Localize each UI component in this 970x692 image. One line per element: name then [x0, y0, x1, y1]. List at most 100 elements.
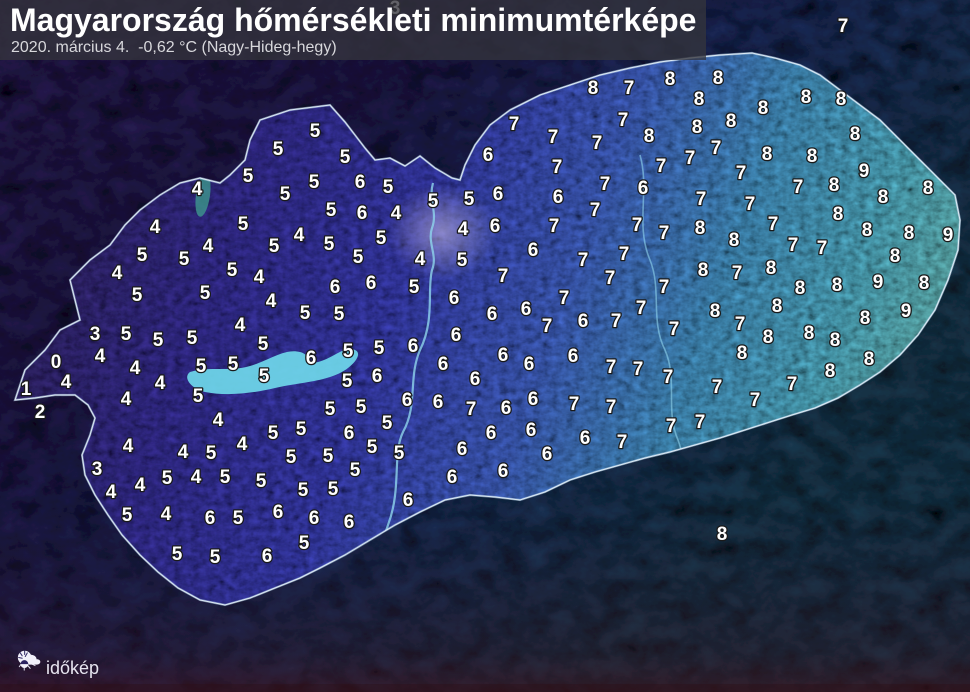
svg-text:5: 5 [196, 356, 207, 377]
svg-text:6: 6 [447, 467, 458, 488]
svg-text:7: 7 [542, 316, 553, 337]
svg-text:5: 5 [374, 338, 385, 359]
svg-text:5: 5 [227, 260, 238, 281]
svg-text:6: 6 [483, 145, 494, 166]
svg-text:7: 7 [636, 298, 647, 319]
svg-text:5: 5 [343, 341, 354, 362]
svg-text:5: 5 [383, 177, 394, 198]
svg-text:7: 7 [605, 268, 616, 289]
svg-text:6: 6 [486, 423, 497, 444]
svg-text:7: 7 [711, 138, 722, 159]
svg-text:8: 8 [766, 258, 777, 279]
svg-text:8: 8 [850, 124, 861, 145]
svg-text:4: 4 [458, 219, 469, 240]
svg-text:5: 5 [210, 547, 221, 568]
svg-text:6: 6 [553, 187, 564, 208]
svg-text:5: 5 [286, 447, 297, 468]
svg-text:6: 6 [408, 336, 419, 357]
svg-text:5: 5 [243, 166, 254, 187]
svg-text:5: 5 [310, 121, 321, 142]
svg-text:8: 8 [836, 89, 847, 110]
svg-text:5: 5 [325, 399, 336, 420]
svg-text:5: 5 [342, 371, 353, 392]
svg-text:8: 8 [804, 323, 815, 344]
svg-text:7: 7 [666, 416, 677, 437]
svg-text:7: 7 [618, 110, 629, 131]
svg-text:4: 4 [415, 249, 426, 270]
svg-text:7: 7 [606, 357, 617, 378]
svg-text:7: 7 [509, 114, 520, 135]
svg-text:8: 8 [717, 524, 728, 545]
svg-text:4: 4 [161, 504, 172, 525]
svg-text:6: 6 [524, 354, 535, 375]
svg-text:8: 8 [644, 126, 655, 147]
svg-text:6: 6 [433, 392, 444, 413]
svg-text:6: 6 [306, 348, 317, 369]
svg-text:5: 5 [258, 334, 269, 355]
svg-text:9: 9 [859, 161, 870, 182]
svg-text:4: 4 [95, 346, 106, 367]
svg-text:5: 5 [350, 460, 361, 481]
svg-text:4: 4 [121, 389, 132, 410]
svg-text:5: 5 [206, 443, 217, 464]
svg-text:5: 5 [153, 330, 164, 351]
svg-text:7: 7 [549, 216, 560, 237]
svg-text:7: 7 [548, 127, 559, 148]
svg-text:5: 5 [367, 437, 378, 458]
svg-text:7: 7 [659, 223, 670, 244]
svg-text:5: 5 [326, 200, 337, 221]
svg-text:5: 5 [323, 446, 334, 467]
svg-text:6: 6 [457, 439, 468, 460]
svg-text:8: 8 [692, 117, 703, 138]
svg-text:5: 5 [122, 505, 133, 526]
svg-text:5: 5 [132, 285, 143, 306]
svg-text:9: 9 [943, 225, 954, 246]
svg-text:4: 4 [235, 315, 246, 336]
svg-text:4: 4 [106, 482, 117, 503]
svg-text:0: 0 [51, 352, 62, 373]
svg-text:7: 7 [669, 319, 680, 340]
svg-text:8: 8 [588, 78, 599, 99]
svg-text:6: 6 [490, 216, 501, 237]
svg-text:8: 8 [825, 361, 836, 382]
svg-text:6: 6 [501, 398, 512, 419]
svg-text:6: 6 [470, 369, 481, 390]
svg-text:6: 6 [578, 311, 589, 332]
svg-text:7: 7 [732, 263, 743, 284]
svg-text:8: 8 [862, 220, 873, 241]
svg-text:4: 4 [294, 225, 305, 246]
svg-text:4: 4 [203, 236, 214, 257]
svg-text:4: 4 [123, 436, 134, 457]
svg-text:5: 5 [187, 328, 198, 349]
svg-text:7: 7 [685, 148, 696, 169]
svg-text:6: 6 [357, 203, 368, 224]
svg-text:5: 5 [300, 303, 311, 324]
svg-text:7: 7 [768, 214, 779, 235]
svg-text:8: 8 [763, 327, 774, 348]
svg-text:7: 7 [787, 374, 798, 395]
svg-text:8: 8 [772, 296, 783, 317]
svg-text:6: 6 [262, 546, 273, 567]
svg-text:8: 8 [710, 301, 721, 322]
svg-text:3: 3 [90, 324, 101, 345]
svg-text:5: 5 [137, 245, 148, 266]
svg-text:4: 4 [191, 467, 202, 488]
svg-text:5: 5 [220, 467, 231, 488]
svg-text:7: 7 [632, 215, 643, 236]
svg-text:7: 7 [712, 377, 723, 398]
svg-text:8: 8 [830, 330, 841, 351]
svg-text:4: 4 [178, 442, 189, 463]
svg-text:6: 6 [403, 490, 414, 511]
svg-text:7: 7 [466, 399, 477, 420]
svg-text:5: 5 [382, 413, 393, 434]
svg-text:5: 5 [309, 172, 320, 193]
svg-text:8: 8 [864, 349, 875, 370]
svg-text:6: 6 [498, 461, 509, 482]
svg-text:8: 8 [713, 68, 724, 89]
svg-text:6: 6 [487, 304, 498, 325]
svg-text:2: 2 [35, 402, 46, 423]
svg-text:4: 4 [112, 263, 123, 284]
svg-text:5: 5 [280, 184, 291, 205]
svg-text:8: 8 [833, 204, 844, 225]
svg-text:8: 8 [829, 175, 840, 196]
